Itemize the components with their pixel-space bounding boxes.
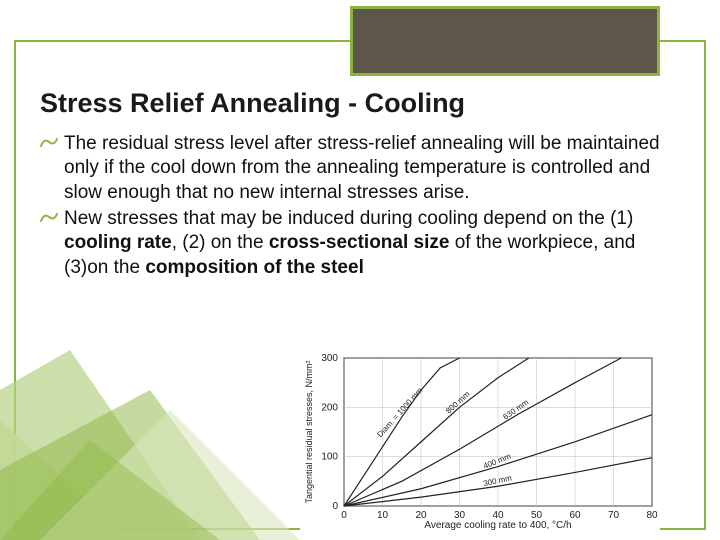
slide-title: Stress Relief Annealing - Cooling [40, 88, 465, 119]
svg-text:0: 0 [341, 510, 347, 521]
bullet-icon [40, 136, 58, 150]
b2p0: stresses that may be induced during cool… [102, 208, 633, 229]
b2p1: cooling rate [64, 232, 172, 253]
svg-text:Tangential residual stresses,: Tangential residual stresses, N/mm² [304, 360, 314, 503]
header-box [350, 6, 660, 76]
svg-text:100: 100 [321, 452, 338, 463]
svg-text:70: 70 [608, 510, 620, 521]
svg-text:Average cooling rate to 400, °: Average cooling rate to 400, °C/h [424, 520, 571, 530]
svg-text:10: 10 [377, 510, 389, 521]
b2p2: , (2) on the [172, 232, 269, 253]
bullet-1-pre: The [64, 133, 97, 154]
body-text: The residual stress level after stress-r… [40, 132, 680, 282]
b2p3: cross-sectional size [269, 232, 450, 253]
svg-text:200: 200 [321, 402, 338, 413]
bullet-1: The residual stress level after stress-r… [40, 132, 680, 205]
svg-text:300: 300 [321, 353, 338, 364]
svg-text:80: 80 [646, 510, 658, 521]
bullet-2: New stresses that may be induced during … [40, 207, 680, 280]
slide: Stress Relief Annealing - Cooling The re… [0, 0, 720, 540]
svg-text:0: 0 [332, 501, 338, 512]
bullet-2-pre: New [64, 208, 102, 229]
stress-chart: 010203040506070800100200300Tangential re… [300, 352, 660, 530]
bullet-icon [40, 211, 58, 225]
b2p5: composition of the steel [145, 257, 364, 278]
bullet-1-rest: residual stress level after stress-relie… [64, 133, 660, 203]
